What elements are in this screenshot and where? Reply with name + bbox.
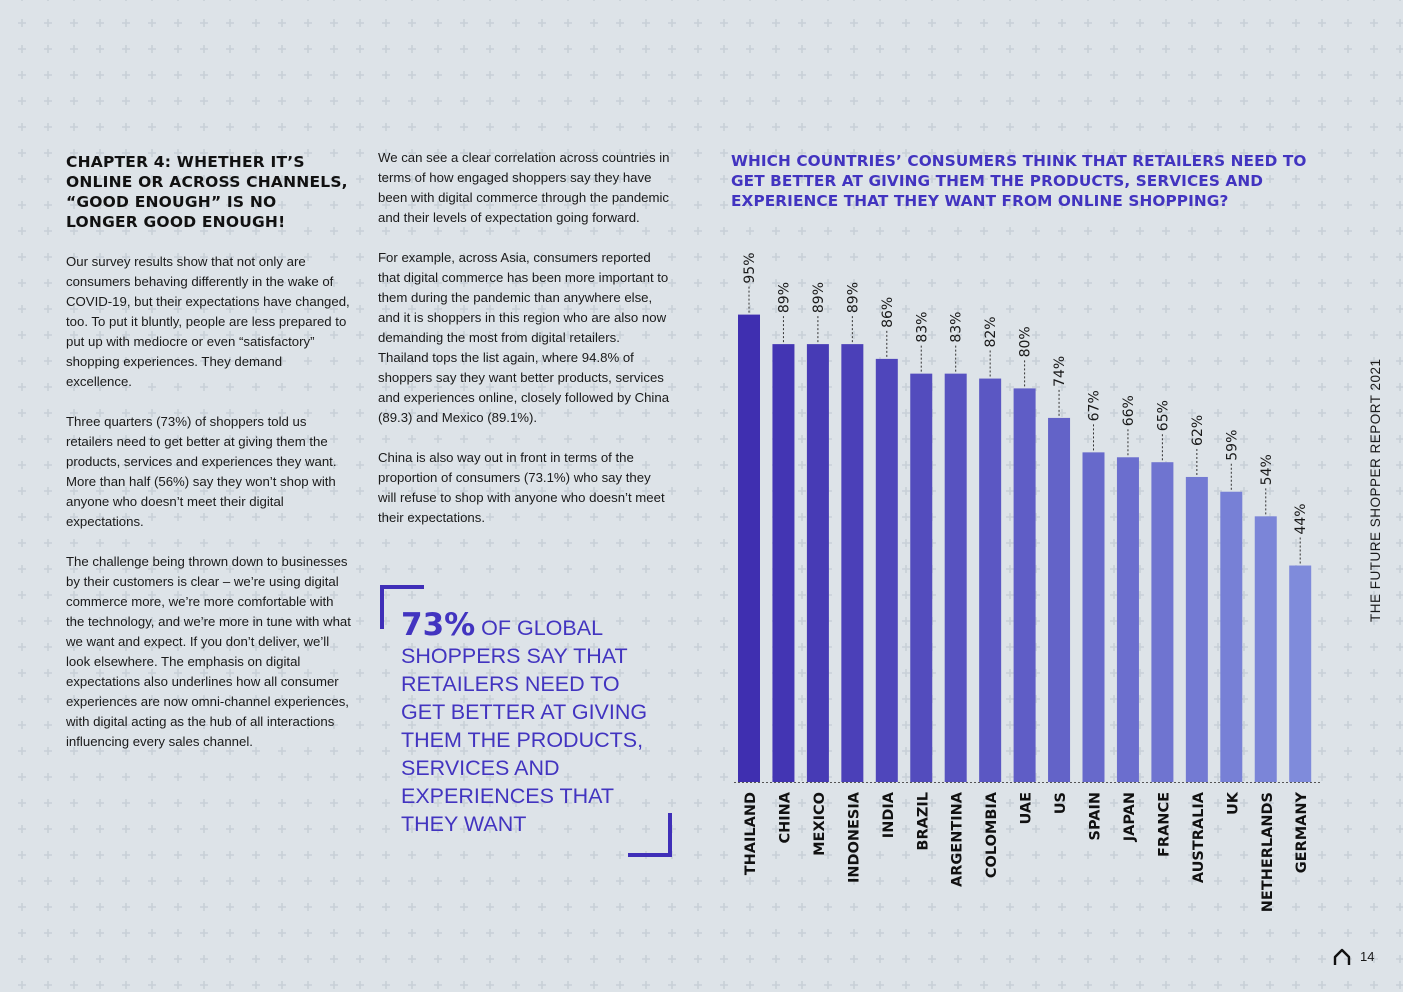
bar-australia xyxy=(1185,476,1208,782)
data-label: 89% xyxy=(845,282,861,313)
data-label: 82% xyxy=(983,316,999,347)
category-label: MEXICO xyxy=(812,792,828,856)
bar-france xyxy=(1151,462,1174,782)
data-label: 74% xyxy=(1052,356,1068,387)
bar-netherlands xyxy=(1254,516,1277,782)
data-label: 62% xyxy=(1190,415,1206,446)
category-label: JAPAN xyxy=(1122,792,1138,842)
callout-body: OF GLOBAL SHOPPERS SAY THAT RETAILERS NE… xyxy=(401,616,648,836)
bar-uk xyxy=(1220,491,1243,782)
data-label: 86% xyxy=(880,297,896,328)
data-label: 83% xyxy=(914,312,930,343)
bracket-bottom-right xyxy=(628,813,672,857)
category-label: UK xyxy=(1225,791,1241,815)
bar-us xyxy=(1048,417,1071,782)
data-label: 59% xyxy=(1224,430,1240,461)
category-label: BRAZIL xyxy=(915,792,931,851)
data-label: 66% xyxy=(1121,395,1137,426)
bar-colombia xyxy=(979,378,1002,782)
bar-germany xyxy=(1289,565,1312,782)
category-label: US xyxy=(1053,792,1069,814)
home-icon[interactable] xyxy=(1333,948,1351,966)
category-label: ARGENTINA xyxy=(950,791,966,887)
bar-brazil xyxy=(910,373,933,782)
data-label: 83% xyxy=(949,312,965,343)
data-label: 80% xyxy=(1018,326,1034,357)
bar-uae xyxy=(1013,388,1036,782)
stat-callout: 73% OF GLOBAL SHOPPERS SAY THAT RETAILER… xyxy=(380,585,672,857)
bar-indonesia xyxy=(841,344,864,782)
category-label: INDIA xyxy=(881,791,897,838)
bar-india xyxy=(875,358,898,782)
data-label: 89% xyxy=(776,282,792,313)
bar-thailand xyxy=(738,314,760,782)
category-label: SPAIN xyxy=(1088,792,1104,841)
category-label: NETHERLANDS xyxy=(1260,792,1276,912)
paragraph: For example, across Asia, consumers repo… xyxy=(378,250,670,425)
middle-text-column: We can see a clear correlation across co… xyxy=(378,148,670,548)
bar-japan xyxy=(1116,457,1139,782)
category-label: FRANCE xyxy=(1156,792,1172,857)
data-label: 54% xyxy=(1259,454,1275,485)
callout-highlight: 73% xyxy=(401,607,476,643)
category-label: COLOMBIA xyxy=(984,791,1000,878)
left-text-column: CHAPTER 4: WHETHER IT’S ONLINE OR ACROSS… xyxy=(66,152,351,772)
chapter-title: CHAPTER 4: WHETHER IT’S ONLINE OR ACROSS… xyxy=(66,153,348,231)
data-label: 67% xyxy=(1087,390,1103,421)
category-label: CHINA xyxy=(777,791,793,843)
chart-title: WHICH COUNTRIES’ CONSUMERS THINK THAT RE… xyxy=(731,152,1307,210)
paragraph: Our survey results show that not only ar… xyxy=(66,254,350,389)
paragraph: China is also way out in front in terms … xyxy=(378,450,665,525)
category-label: UAE xyxy=(1019,792,1035,824)
page-number: 14 xyxy=(1360,949,1375,964)
bar-argentina xyxy=(944,373,967,782)
paragraph: Three quarters (73%) of shoppers told us… xyxy=(66,414,337,529)
paragraph: We can see a clear correlation across co… xyxy=(378,150,670,225)
data-label: 44% xyxy=(1293,503,1309,534)
category-label: GERMANY xyxy=(1294,792,1310,874)
data-label: 89% xyxy=(811,282,827,313)
bar-china xyxy=(772,344,795,782)
category-label: INDONESIA xyxy=(846,791,862,883)
data-label: 65% xyxy=(1155,400,1171,431)
bracket-top-left xyxy=(380,585,424,629)
category-label: AUSTRALIA xyxy=(1191,791,1207,883)
bar-spain xyxy=(1082,452,1105,782)
report-title-vertical: THE FUTURE SHOPPER REPORT 2021 xyxy=(1368,358,1383,622)
bar-mexico xyxy=(806,344,829,782)
callout-text: 73% OF GLOBAL SHOPPERS SAY THAT RETAILER… xyxy=(401,610,666,838)
paragraph: The challenge being thrown down to busin… xyxy=(66,554,351,749)
data-label: 95% xyxy=(742,252,758,283)
category-label: THAILAND xyxy=(743,792,759,875)
